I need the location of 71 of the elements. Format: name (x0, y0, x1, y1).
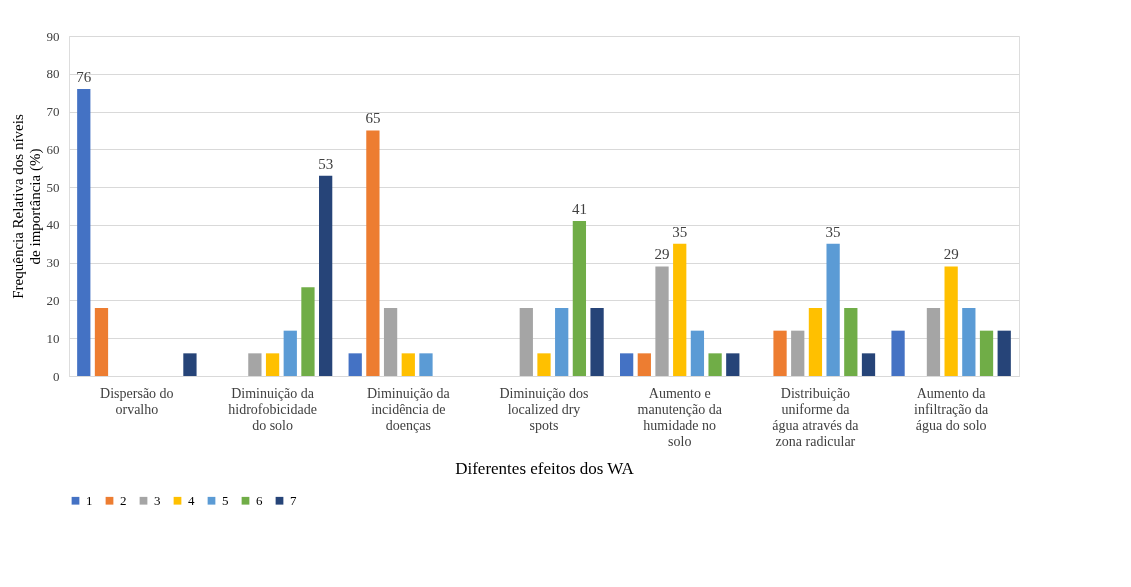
x-tick-label: Diminuição dos localized dry spots (499, 385, 589, 433)
y-tick-label: 0 (53, 368, 60, 384)
x-tick-label: Aumento da infiltração da água do solo (914, 385, 990, 433)
x-tick-label: Aumento e manutenção da humidade no solo (637, 385, 723, 449)
bar (655, 266, 669, 376)
data-label: 29 (654, 246, 670, 263)
bar (94, 308, 109, 376)
bar (301, 287, 315, 376)
bar (519, 308, 533, 376)
data-label: 65 (365, 110, 381, 127)
y-tick-label: 80 (46, 66, 60, 82)
bar (997, 330, 1011, 376)
bar (383, 308, 398, 376)
bar (690, 330, 705, 376)
x-tick-label: Distribuição uniforme da água através da zona radicular (772, 385, 860, 449)
y-tick-label: 20 (46, 292, 60, 308)
bar (808, 308, 823, 376)
legend-label: 7 (290, 492, 297, 508)
bar (826, 243, 840, 376)
bar (183, 353, 197, 376)
bar (620, 353, 634, 376)
bar (572, 221, 587, 376)
data-label: 76 (76, 68, 92, 85)
bar (979, 330, 994, 376)
data-label: 35 (672, 223, 688, 240)
bar (77, 88, 91, 376)
legend-label: 2 (120, 492, 127, 508)
data-label: 29 (943, 246, 959, 263)
data-label: 35 (825, 223, 841, 240)
bar (891, 330, 905, 376)
bar (773, 330, 787, 376)
legend-label: 1 (86, 492, 93, 508)
bar (265, 353, 280, 376)
x-axis-title: Diferentes efeitos dos WA (455, 458, 635, 478)
bar (248, 353, 262, 376)
bar (637, 353, 651, 376)
bar (348, 353, 362, 376)
bar (791, 330, 805, 376)
bar (844, 308, 858, 376)
bar (673, 243, 687, 376)
bar (283, 330, 297, 376)
legend-label: 6 (256, 492, 263, 508)
bar (590, 308, 604, 376)
bar (319, 175, 333, 376)
bar (861, 353, 876, 376)
legend-label: 3 (154, 492, 161, 508)
bar (708, 353, 722, 376)
bar (555, 308, 569, 376)
y-tick-label: 70 (46, 104, 60, 120)
bar (962, 308, 976, 376)
bar (944, 266, 958, 376)
x-tick-label: Dispersão do orvalho (100, 385, 174, 417)
y-tick-label: 30 (46, 255, 60, 271)
bar (726, 353, 740, 376)
y-tick-label: 40 (46, 217, 60, 233)
bar (401, 353, 415, 376)
y-axis-title: Frequência Relativa dos níveis de importância (%) (9, 114, 44, 299)
y-tick-label: 10 (46, 330, 60, 346)
bar (926, 308, 941, 376)
y-tick-label: 50 (46, 179, 60, 195)
legend-label: 4 (188, 492, 195, 508)
x-tick-label: Diminuição da incidência de doenças (366, 385, 451, 433)
data-label: 41 (571, 201, 587, 218)
bar (419, 353, 433, 376)
x-tick-label: Diminuição da hidrofobicidade do solo (228, 385, 317, 433)
y-tick-label: 90 (46, 28, 60, 44)
legend-label: 5 (222, 492, 229, 508)
bar (366, 130, 380, 376)
data-label: 53 (318, 155, 334, 172)
bar (537, 353, 551, 376)
y-tick-label: 60 (46, 141, 60, 157)
